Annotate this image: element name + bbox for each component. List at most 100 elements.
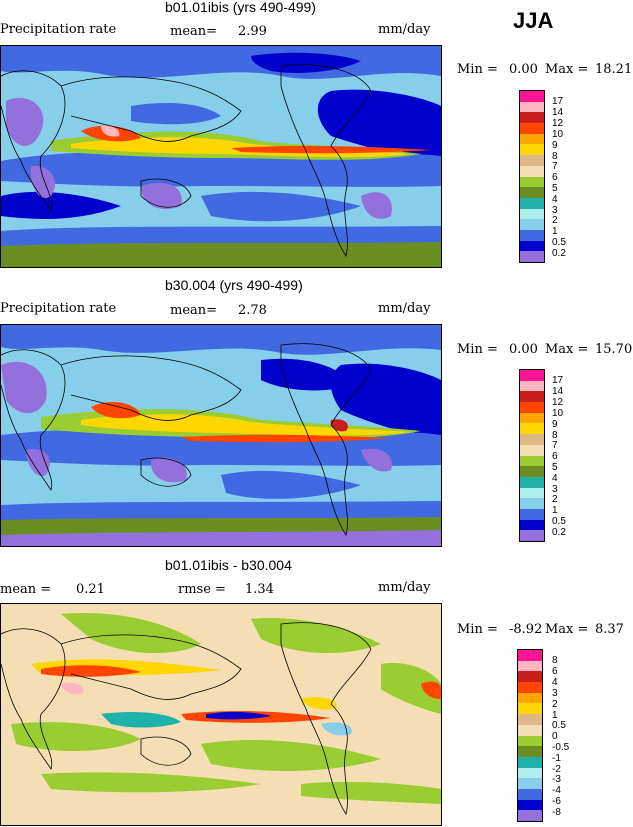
colorbar-swatch [520,434,544,445]
colorbar-label: 10 [552,408,564,419]
colorbar-swatch [518,714,542,725]
panel-2-units: mm/day [378,301,431,316]
colorbar-label: 17 [552,96,564,107]
colorbar-label: 12 [552,397,564,408]
colorbar-swatch [518,703,542,715]
colorbar-label: 8 [552,430,558,441]
colorbar-swatch [518,810,542,821]
colorbar-label: 1 [552,226,558,237]
panel-3-min-value: -8.92 [509,622,543,637]
colorbar-swatch [520,508,544,520]
panel-3-max-value: 8.37 [595,622,624,637]
colorbar-swatch [518,692,542,704]
panel-3-max-label: Max = [545,622,589,637]
colorbar-swatch [518,682,542,693]
colorbar-label: 6 [552,666,558,677]
colorbar-label: -2 [552,764,561,775]
colorbar-swatch [518,767,542,779]
colorbar-swatch [520,444,544,456]
colorbar-swatch [518,650,542,661]
colorbar-swatch [520,530,544,541]
colorbar-label: 14 [552,107,564,118]
colorbar-label: 4 [552,194,558,205]
colorbar-swatch [520,251,544,262]
colorbar-label: 8 [552,655,558,666]
colorbar-label: 4 [552,677,558,688]
panel-1-mean-label: mean= [170,24,218,39]
panel-3-min-label: Min = [457,622,498,637]
colorbar-swatch [520,176,544,188]
panel-2-map [0,324,442,547]
panel-2-max-label: Max = [545,342,589,357]
colorbar-label: 5 [552,462,558,473]
panel-1-units: mm/day [378,22,431,37]
colorbar-swatch [520,466,544,477]
colorbar-swatch [518,746,542,757]
colorbar-label: 3 [552,688,558,699]
colorbar-label: 9 [552,419,558,430]
panel-3-map [0,603,442,826]
colorbar-swatch [520,455,544,467]
colorbar-swatch [520,370,544,381]
colorbar-swatch [518,788,542,800]
panel-2-max-value: 15.70 [595,342,633,357]
panel-3-units: mm/day [378,580,431,595]
panel-1-colorbar [519,90,545,263]
panel-2-colorbar [519,369,545,542]
colorbar-label: 1 [552,505,558,516]
colorbar-swatch [520,219,544,230]
panel-1-map [0,45,442,268]
panel-3-rmse-label: rmse = [178,582,226,597]
panel-3-colorbar [517,649,543,822]
colorbar-swatch [518,756,542,768]
colorbar-swatch [520,412,544,424]
panel-1-min-value: 0.00 [509,62,538,77]
colorbar-swatch [520,133,544,145]
colorbar-label: 0.2 [552,527,566,538]
colorbar-swatch [520,91,544,102]
colorbar-label: 3 [552,484,558,495]
colorbar-label: -8 [552,807,561,818]
panel-2-min-label: Min = [457,342,498,357]
colorbar-label: 4 [552,473,558,484]
colorbar-label: 5 [552,183,558,194]
colorbar-label: 7 [552,440,558,451]
colorbar-label: 9 [552,140,558,151]
colorbar-swatch [520,476,544,488]
colorbar-label: 6 [552,451,558,462]
colorbar-label: 0.5 [552,237,566,248]
panel-3-title: b01.01ibis - b30.004 [165,557,292,573]
colorbar-label: 1 [552,710,558,721]
colorbar-label: -4 [552,785,561,796]
panel-2-mean-value: 2.78 [238,303,267,318]
panel-1-field-label: Precipitation rate [0,22,117,37]
colorbar-swatch [520,240,544,252]
colorbar-swatch [520,144,544,156]
colorbar-swatch [520,402,544,413]
panel-2-title: b30.004 (yrs 490-499) [165,277,303,293]
panel-1-title: b01.01ibis (yrs 490-499) [165,0,316,15]
colorbar-label: 0.5 [552,720,566,731]
colorbar-label: -3 [552,774,561,785]
colorbar-label: 8 [552,151,558,162]
colorbar-label: -0.5 [552,742,570,753]
colorbar-swatch [520,380,544,392]
colorbar-label: -6 [552,796,561,807]
colorbar-swatch [520,391,544,403]
colorbar-label: 0 [552,731,558,742]
panel-2-mean-label: mean= [170,303,218,318]
colorbar-swatch [520,487,544,499]
colorbar-label: 6 [552,172,558,183]
colorbar-label: 17 [552,375,564,386]
panel-1-max-label: Max = [545,62,589,77]
colorbar-label: -1 [552,753,561,764]
colorbar-swatch [518,724,542,736]
colorbar-label: 7 [552,161,558,172]
colorbar-swatch [520,187,544,198]
colorbar-label: 0.2 [552,248,566,259]
panel-1-max-value: 18.21 [595,62,633,77]
colorbar-swatch [518,735,542,747]
colorbar-swatch [520,112,544,124]
colorbar-swatch [520,208,544,220]
colorbar-label: 0.5 [552,516,566,527]
